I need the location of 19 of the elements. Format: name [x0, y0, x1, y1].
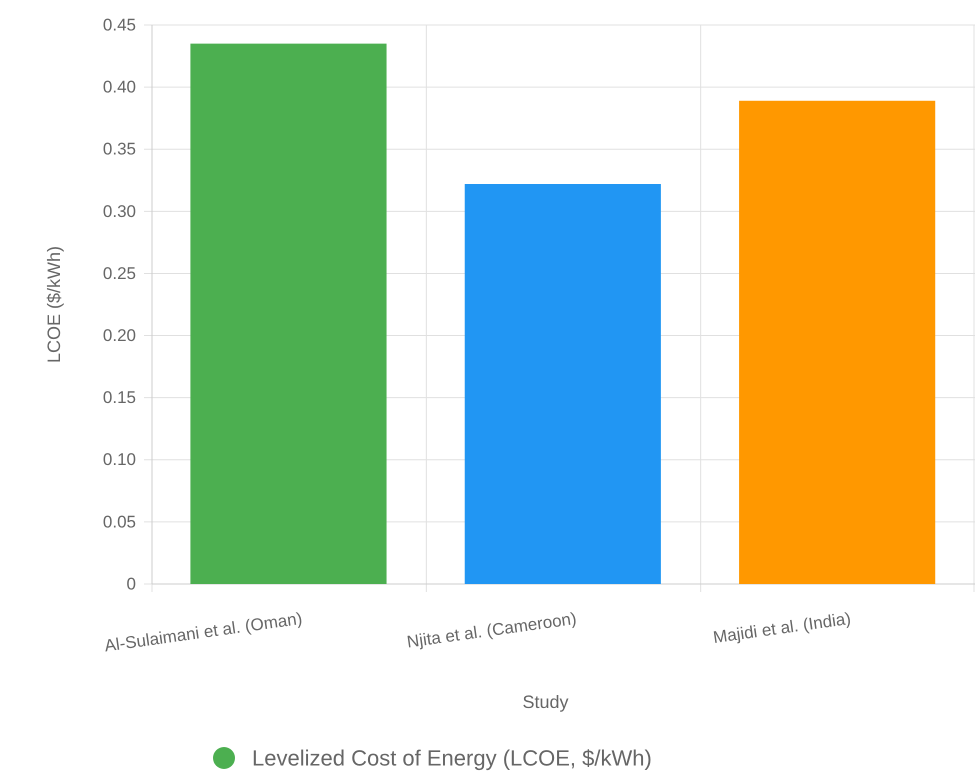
y-tick-label: 0 — [126, 574, 136, 594]
y-tick-label: 0.20 — [102, 326, 136, 345]
y-tick-label: 0.05 — [102, 512, 136, 532]
y-tick-label: 0.35 — [102, 140, 136, 159]
x-tick-label: Njita et al. (Cameroon) — [406, 608, 578, 652]
y-tick-label: 0.45 — [102, 15, 136, 34]
y-tick-label: 0.10 — [102, 450, 136, 470]
y-tick-label: 0.25 — [102, 264, 136, 283]
y-axis-title: LCOE ($/kWh) — [44, 246, 64, 364]
legend-label: Levelized Cost of Energy (LCOE, $/kWh) — [252, 746, 652, 771]
y-tick-label: 0.40 — [102, 78, 136, 97]
x-axis-title: Study — [522, 692, 569, 712]
x-tick-label: Majidi et al. (India) — [712, 608, 852, 648]
y-tick-label: 0.15 — [102, 388, 136, 408]
bar — [739, 100, 936, 584]
y-tick-label: 0.30 — [102, 202, 136, 221]
bar — [190, 44, 387, 584]
bar — [464, 184, 661, 584]
x-tick-label: Al-Sulaimani et al. (Oman) — [103, 608, 304, 656]
